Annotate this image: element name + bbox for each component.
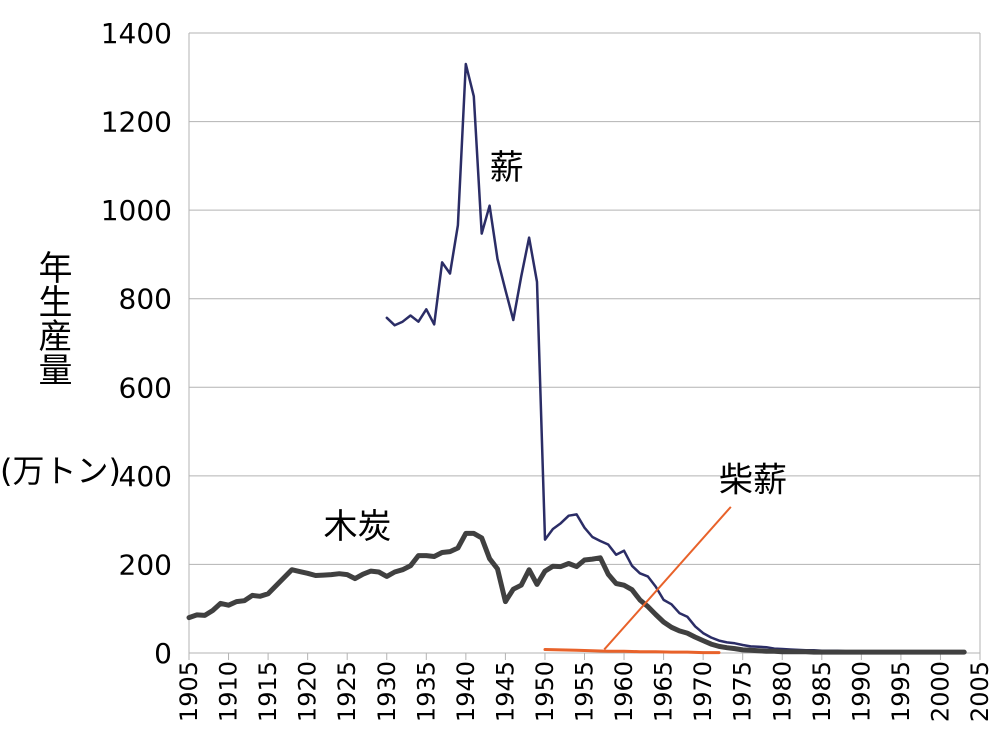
series-label-maki: 薪	[490, 148, 524, 188]
x-tick-label: 1905	[175, 661, 203, 722]
x-tick-label: 1915	[254, 661, 282, 722]
y-axis-ticks: 0 200 400 600 800 1000 1200 1400	[101, 17, 172, 670]
x-tick-label: 1965	[650, 661, 678, 722]
y-tick-label: 0	[154, 637, 172, 670]
y-tick-label: 1200	[101, 106, 172, 139]
x-tick-label: 1940	[452, 661, 480, 722]
x-tick-label: 1910	[215, 661, 243, 722]
grid-lines	[188, 32, 981, 654]
y-tick-label: 200	[119, 548, 172, 581]
x-tick-label: 2000	[926, 661, 954, 722]
y-axis-label: 年生産量	[32, 250, 72, 386]
series-line-1	[186, 530, 967, 655]
x-tick-label: 1990	[847, 661, 875, 722]
x-tick-label: 1930	[373, 661, 401, 722]
y-tick-label: 800	[119, 283, 172, 316]
x-tick-label: 1955	[571, 661, 599, 722]
x-tick-label: 1980	[768, 661, 796, 722]
x-tick-label: 1945	[491, 661, 519, 722]
series-label-mokutan: 木炭	[323, 507, 391, 547]
y-tick-label: 400	[119, 460, 172, 493]
y-tick-label: 1400	[101, 17, 172, 50]
x-tick-label: 1920	[294, 661, 322, 722]
y-tick-label: 600	[119, 371, 172, 404]
x-tick-label: 1970	[689, 661, 717, 722]
annotations: 薪 木炭 柴薪	[323, 148, 787, 651]
x-tick-label: 1975	[729, 661, 757, 722]
x-tick-label: 1985	[808, 661, 836, 722]
y-axis-unit: (万トン)	[0, 452, 121, 490]
x-tick-label: 1960	[610, 661, 638, 722]
x-tick-label: 1925	[333, 661, 361, 722]
y-tick-label: 1000	[101, 194, 172, 227]
shishin-leader-line	[603, 506, 732, 651]
x-tick-label: 1950	[531, 661, 559, 722]
x-tick-label: 2005	[966, 661, 994, 722]
x-tick-label: 1935	[412, 661, 440, 722]
series-line-2	[543, 648, 721, 655]
series-lines	[186, 62, 967, 655]
x-axis-ticks: 1905 1910 1915 1920 1925 1930 1935 1940 1945 1950…	[175, 653, 994, 722]
x-tick-label: 1995	[887, 661, 915, 722]
series-label-shishin: 柴薪	[719, 460, 787, 500]
series-line-0	[385, 62, 966, 653]
